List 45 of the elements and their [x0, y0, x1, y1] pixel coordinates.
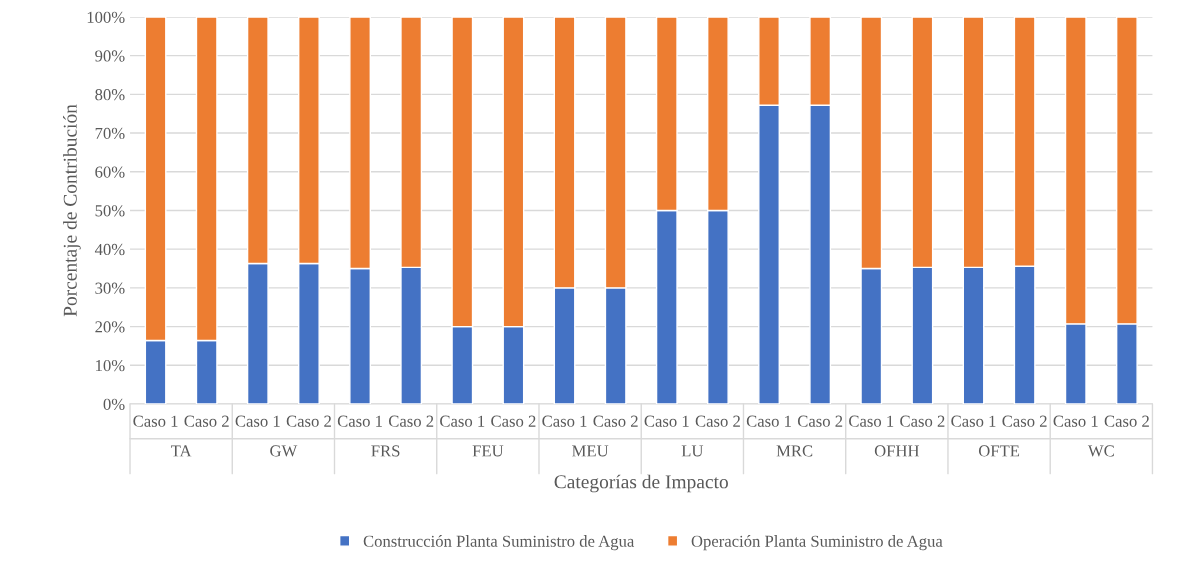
x-tick-label: Caso 1 — [542, 415, 587, 427]
x-tick-label: Caso 2 — [900, 415, 945, 427]
x-tick-label: Caso 2 — [593, 415, 638, 427]
x-tick-label: Caso 2 — [1104, 415, 1149, 427]
x-tick-label: Caso 1 — [746, 415, 791, 427]
x-tick-label: Caso 1 — [1053, 415, 1098, 427]
x-tick-label: Caso 1 — [440, 415, 485, 427]
x-tick-label: Caso 1 — [644, 415, 689, 427]
y-tick-label: 40% — [94, 243, 125, 256]
x-tick-label: Caso 2 — [797, 415, 843, 427]
text: FRS — [371, 445, 400, 457]
y-tick-label: 90% — [95, 50, 125, 62]
x-tick-label: Caso 1 — [235, 415, 280, 427]
y-tick-label: 50% — [95, 205, 125, 217]
x-tick-label: Caso 2 — [1002, 415, 1047, 427]
y-tick-label: 80% — [95, 89, 125, 101]
text: GW — [270, 445, 298, 457]
legend-label: Construcción Planta Suministro de Agua — [363, 535, 635, 551]
y-tick-label: 10% — [96, 359, 125, 372]
x-tick-label: Caso 2 — [184, 415, 229, 427]
y-tick-label: 100% — [87, 11, 125, 23]
y-tick-label: 70% — [95, 127, 125, 140]
x-axis-title: Categorías de Impacto — [554, 474, 728, 493]
text: OFTE — [978, 445, 1020, 457]
y-tick-label: 30% — [95, 282, 125, 294]
text: FEU — [472, 445, 504, 457]
y-axis-title: Porcentaje de Contribución — [63, 104, 81, 317]
x-tick-label: Caso 2 — [491, 415, 536, 427]
text: TA — [171, 445, 192, 457]
x-tick-label: Caso 2 — [286, 415, 331, 427]
x-tick-label: Caso 2 — [695, 415, 740, 427]
legend-label: Operación Planta Suministro de Agua — [691, 535, 943, 551]
text: OFHH — [874, 445, 920, 457]
y-tick-label: 0% — [103, 398, 125, 410]
y-tick-label: 20% — [95, 321, 125, 333]
x-tick-label: Caso 1 — [951, 415, 996, 427]
text: MRC — [776, 445, 813, 457]
x-tick-label: Caso 2 — [388, 415, 434, 427]
text: MEU — [572, 445, 609, 457]
x-tick-label: Caso 1 — [337, 415, 382, 427]
text: WC — [1087, 445, 1114, 457]
y-tick-label: 60% — [95, 166, 125, 178]
text: LU — [681, 445, 704, 457]
x-tick-label: Caso 1 — [849, 415, 894, 427]
x-tick-label: Caso 1 — [133, 415, 178, 427]
